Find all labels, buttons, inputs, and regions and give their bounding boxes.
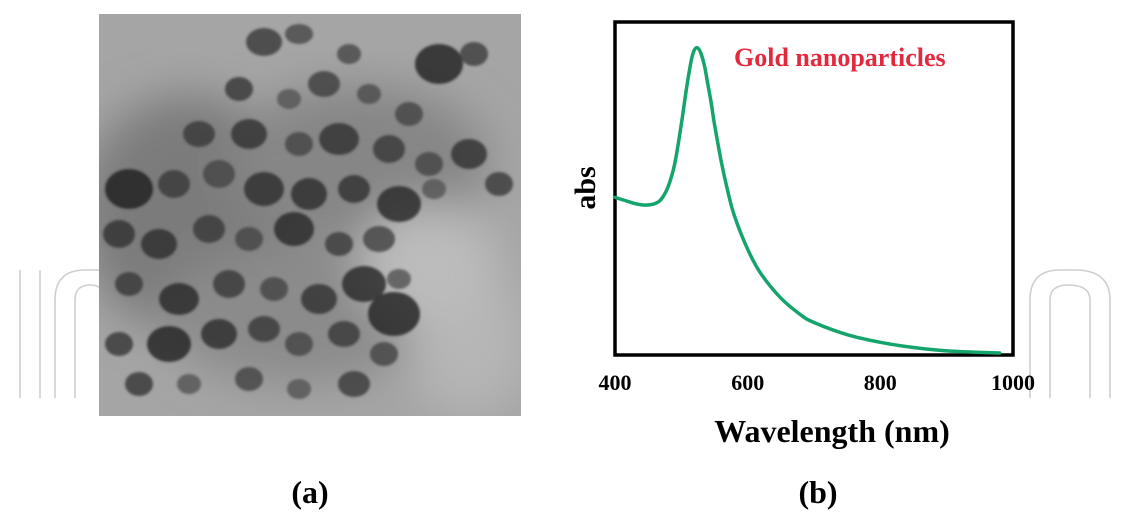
nanoparticle (203, 160, 235, 188)
nanoparticle (103, 220, 135, 248)
nanoparticle (357, 84, 381, 104)
x-tick-label-1000: 1000 (991, 370, 1035, 395)
panel-label-b: (b) (798, 474, 838, 510)
tem-micrograph-image (99, 14, 521, 416)
nanoparticle (193, 215, 225, 243)
nanoparticle (387, 269, 411, 289)
nanoparticle (115, 272, 143, 296)
nanoparticle (328, 321, 360, 347)
nanoparticle (325, 232, 353, 256)
nanoparticle (415, 44, 463, 84)
nanoparticle (285, 132, 313, 156)
curve-annotation: Gold nanoparticles (734, 43, 946, 72)
nanoparticle (395, 102, 423, 126)
nanoparticle (159, 283, 199, 315)
nanoparticle (370, 342, 398, 366)
nanoparticle (363, 226, 395, 252)
nanoparticle (260, 277, 288, 301)
x-tick-label-400: 400 (599, 370, 632, 395)
nanoparticle (274, 212, 314, 246)
nanoparticle (301, 284, 337, 314)
nanoparticle (308, 71, 340, 97)
nanoparticle (415, 152, 443, 176)
nanoparticle (246, 28, 282, 56)
nanoparticle (201, 319, 237, 349)
nanoparticle (319, 123, 359, 155)
nanoparticle (244, 172, 284, 206)
nanoparticle (337, 44, 361, 64)
nanoparticle (377, 186, 421, 222)
nanoparticle (213, 270, 245, 298)
nanoparticle (177, 374, 201, 394)
nanoparticle (105, 169, 153, 209)
nanoparticle (368, 292, 420, 336)
nanoparticle (285, 24, 313, 44)
y-axis-label: abs (569, 166, 602, 209)
absorbance-spectrum-chart: 400 600 800 1000 Gold nanoparticles abs Wav… (569, 20, 1036, 449)
nanoparticle (342, 266, 386, 302)
nanoparticle (373, 135, 405, 163)
nanoparticle (277, 89, 301, 109)
nanoparticle (422, 179, 446, 199)
nanoparticle (105, 332, 133, 356)
x-tick-label-600: 600 (731, 370, 764, 395)
series-line-gold-nanoparticles (613, 45, 1002, 355)
nanoparticle (460, 42, 488, 66)
nanoparticle (451, 139, 487, 169)
nanoparticle (231, 119, 267, 149)
nanoparticle (485, 172, 513, 196)
nanoparticle (285, 332, 313, 356)
x-tick-labels: 400 600 800 1000 (599, 370, 1036, 395)
plot-frame (613, 20, 1015, 357)
nanoparticle (235, 367, 263, 391)
nanoparticle (147, 326, 191, 362)
nanoparticle (183, 121, 215, 147)
nanoparticle (225, 77, 253, 101)
panel-label-a: (a) (291, 474, 329, 510)
nanoparticle (125, 372, 153, 396)
nanoparticle (235, 227, 263, 251)
nanoparticle (338, 371, 370, 397)
nanoparticle (291, 178, 327, 210)
nanoparticle (248, 316, 280, 342)
nanoparticle (158, 170, 190, 198)
nanoparticle (141, 229, 177, 259)
nanoparticle (287, 379, 311, 399)
x-tick-label-800: 800 (864, 370, 897, 395)
x-axis-label: Wavelength (nm) (714, 413, 950, 449)
nanoparticle (338, 175, 370, 203)
